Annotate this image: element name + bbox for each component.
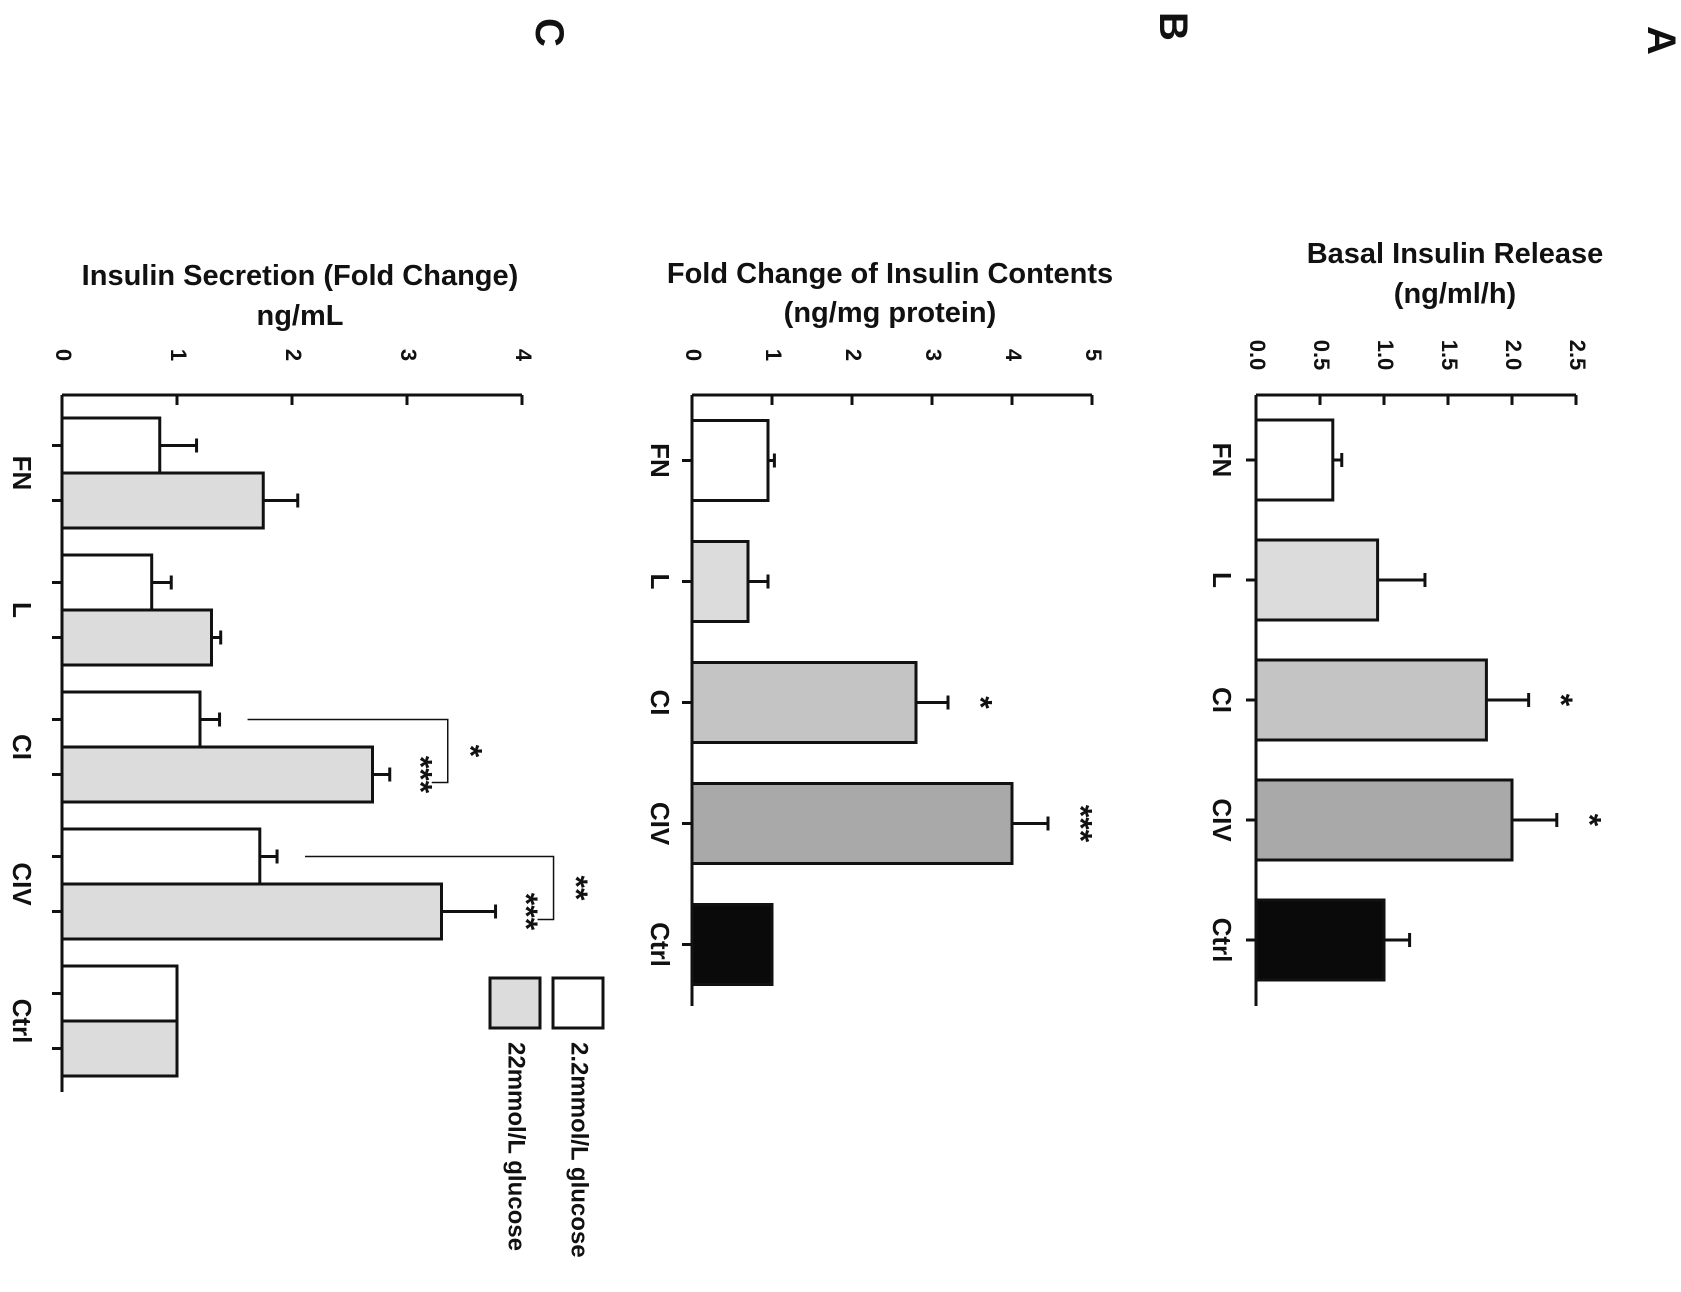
legend-label-2: 22mmol/L glucose bbox=[503, 1042, 530, 1251]
value-tick-label: 2.5 bbox=[1565, 340, 1590, 371]
bar-ci-series-1 bbox=[60, 690, 202, 749]
panel-b-category-axis: FN L CI CIV Ctrl bbox=[645, 395, 694, 1006]
category-label: L bbox=[7, 602, 37, 618]
bar-civ-series-2 bbox=[60, 882, 443, 941]
panel-c-title-line-2: ng/mL bbox=[257, 300, 344, 332]
comparison-bracket bbox=[305, 855, 555, 921]
category-label: FN bbox=[1207, 443, 1237, 478]
value-tick-label: 3 bbox=[396, 349, 421, 361]
category-label: Ctrl bbox=[645, 922, 675, 967]
value-tick-label: 1 bbox=[166, 349, 191, 361]
category-label: CIV bbox=[7, 862, 37, 906]
bar-ctrl-series-2 bbox=[60, 1019, 179, 1078]
bar-l bbox=[1254, 538, 1380, 622]
value-tick-label: 1.5 bbox=[1437, 340, 1462, 371]
value-tick-label: 2.0 bbox=[1501, 340, 1526, 371]
panel-a-title-line-2: (ng/ml/h) bbox=[1394, 278, 1516, 310]
bar-l-series-2 bbox=[60, 608, 213, 667]
value-tick-label: 0.5 bbox=[1309, 340, 1334, 371]
value-tick-label: 0 bbox=[681, 349, 706, 361]
bar-ctrl bbox=[1254, 898, 1386, 982]
comparison-bracket bbox=[247, 718, 449, 784]
category-label: FN bbox=[645, 443, 675, 478]
bar-fn bbox=[1254, 418, 1335, 502]
panel-a: A Basal Insulin Release (ng/ml/h) 0.0 0.5… bbox=[1207, 26, 1681, 1006]
value-tick-label: 4 bbox=[511, 349, 536, 362]
panel-a-title-line-1: Basal Insulin Release bbox=[1307, 238, 1604, 270]
significance-label: * bbox=[1543, 694, 1579, 707]
panel-b-bars: **** bbox=[690, 419, 1099, 986]
bar-ci bbox=[690, 661, 918, 744]
panel-b-label: B bbox=[1151, 12, 1195, 41]
value-tick-label: 2 bbox=[281, 349, 306, 361]
panel-c-value-axis: 0 1 2 3 4 bbox=[51, 349, 536, 405]
comparison-label: ** bbox=[558, 876, 594, 901]
value-tick-label: 5 bbox=[1081, 349, 1106, 361]
panel-a-category-axis: FN L CI CIV Ctrl bbox=[1207, 395, 1258, 1006]
significance-label: * bbox=[963, 696, 999, 709]
category-label: CI bbox=[645, 690, 675, 716]
value-tick-label: 1 bbox=[761, 349, 786, 361]
legend-label-1: 2.2mmol/L glucose bbox=[566, 1042, 593, 1258]
category-label: Ctrl bbox=[1207, 918, 1237, 963]
category-label: CIV bbox=[1207, 798, 1237, 842]
panel-a-bars: ** bbox=[1254, 418, 1607, 982]
bar-fn-series-2 bbox=[60, 471, 265, 530]
significance-label: *** bbox=[1063, 805, 1099, 843]
significance-label: *** bbox=[402, 756, 438, 794]
value-tick-label: 3 bbox=[921, 349, 946, 361]
bar-ctrl bbox=[690, 903, 774, 986]
bar-fn-series-1 bbox=[60, 416, 162, 475]
panel-b-title-line-1: Fold Change of Insulin Contents bbox=[667, 258, 1113, 290]
panel-b-title-line-2: (ng/mg protein) bbox=[784, 297, 997, 329]
legend-swatch-1 bbox=[551, 976, 605, 1030]
bar-ci bbox=[1254, 658, 1488, 742]
category-label: L bbox=[645, 574, 675, 590]
significance-label: * bbox=[1571, 814, 1607, 827]
panel-c-bars: ********* bbox=[60, 416, 594, 1078]
category-label: Ctrl bbox=[7, 999, 37, 1044]
category-label: FN bbox=[7, 456, 37, 491]
bar-civ-series-1 bbox=[60, 827, 262, 886]
legend-swatch-2 bbox=[488, 976, 542, 1030]
panel-b: B Fold Change of Insulin Contents (ng/mg… bbox=[645, 12, 1195, 1006]
bar-fn bbox=[690, 419, 770, 502]
panel-c-label: C bbox=[527, 18, 571, 47]
category-label: CI bbox=[7, 734, 37, 760]
panel-a-label: A bbox=[1639, 26, 1681, 55]
category-label: L bbox=[1207, 572, 1237, 588]
bar-civ bbox=[1254, 778, 1514, 862]
value-tick-label: 0 bbox=[51, 349, 76, 361]
value-tick-label: 1.0 bbox=[1373, 340, 1398, 371]
panel-a-value-axis: 0.0 0.5 1.0 1.5 2.0 2.5 bbox=[1245, 340, 1590, 405]
comparison-label: * bbox=[452, 745, 488, 758]
panel-c-legend: 2.2mmol/L glucose 22mmol/L glucose bbox=[488, 976, 605, 1258]
value-tick-label: 2 bbox=[841, 349, 866, 361]
panel-b-value-axis: 0 1 2 3 4 5 bbox=[681, 349, 1106, 405]
category-label: CI bbox=[1207, 687, 1237, 713]
bar-civ bbox=[690, 782, 1014, 865]
panel-c-category-axis: FN L CI CIV Ctrl bbox=[7, 395, 64, 1092]
bar-l bbox=[690, 540, 750, 623]
value-tick-label: 4 bbox=[1001, 349, 1026, 362]
bar-ctrl-series-1 bbox=[60, 964, 179, 1023]
category-label: CIV bbox=[645, 802, 675, 846]
bar-ci-series-2 bbox=[60, 745, 374, 804]
bar-l-series-1 bbox=[60, 553, 154, 612]
panel-c-title-line-1: Insulin Secretion (Fold Change) bbox=[82, 260, 519, 292]
significance-label: *** bbox=[508, 893, 544, 931]
value-tick-label: 0.0 bbox=[1245, 340, 1270, 371]
panel-c: C Insulin Secretion (Fold Change) ng/mL … bbox=[7, 18, 605, 1258]
